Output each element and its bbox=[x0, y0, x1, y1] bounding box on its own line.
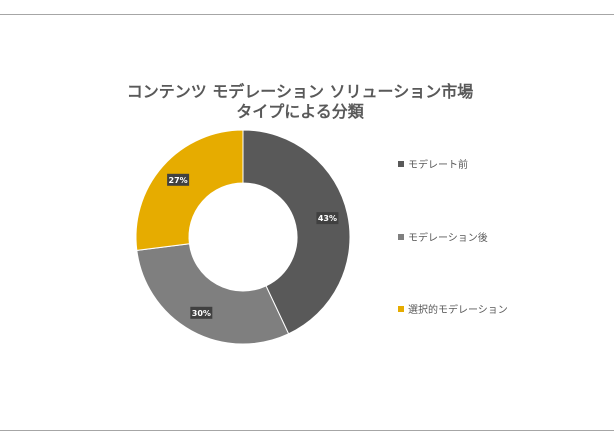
chart-title-line-2: タイプによる分類 bbox=[236, 102, 364, 121]
data-label-selective-moderation: 27% bbox=[167, 173, 190, 186]
data-label-box-post-moderation bbox=[190, 306, 213, 319]
data-label-post-moderation: 30% bbox=[190, 306, 213, 319]
legend-swatch-pre-moderation bbox=[398, 160, 404, 167]
legend-item-post-moderation: モデレーション後 bbox=[398, 229, 488, 244]
bottom-rule bbox=[0, 430, 614, 431]
legend-swatch-post-moderation bbox=[398, 233, 404, 240]
chart-title-line-1: コンテンツ モデレーション ソリューション市場 bbox=[126, 82, 474, 101]
data-label-box-pre-moderation bbox=[316, 212, 339, 225]
legend-item-pre-moderation: モデレート前 bbox=[398, 156, 468, 171]
data-label-pre-moderation: 43% bbox=[316, 212, 339, 225]
data-label-text-post-moderation: 30% bbox=[192, 309, 211, 318]
legend-swatch-selective-moderation bbox=[398, 305, 404, 312]
legend-label-post-moderation: モデレーション後 bbox=[408, 233, 488, 244]
chart-title: コンテンツ モデレーション ソリューション市場 タイプによる分類 bbox=[90, 82, 510, 122]
donut-slice-post-moderation bbox=[136, 243, 290, 345]
legend-item-selective-moderation: 選択的モデレーション bbox=[398, 301, 508, 316]
legend-label-selective-moderation: 選択的モデレーション bbox=[408, 305, 508, 316]
data-label-text-selective-moderation: 27% bbox=[169, 176, 188, 185]
top-rule bbox=[0, 14, 614, 15]
donut-slice-selective-moderation bbox=[135, 129, 244, 251]
data-label-text-pre-moderation: 43% bbox=[318, 214, 337, 223]
donut-slice-pre-moderation bbox=[242, 129, 351, 335]
legend-label-pre-moderation: モデレート前 bbox=[408, 160, 468, 171]
data-label-box-selective-moderation bbox=[167, 173, 190, 186]
